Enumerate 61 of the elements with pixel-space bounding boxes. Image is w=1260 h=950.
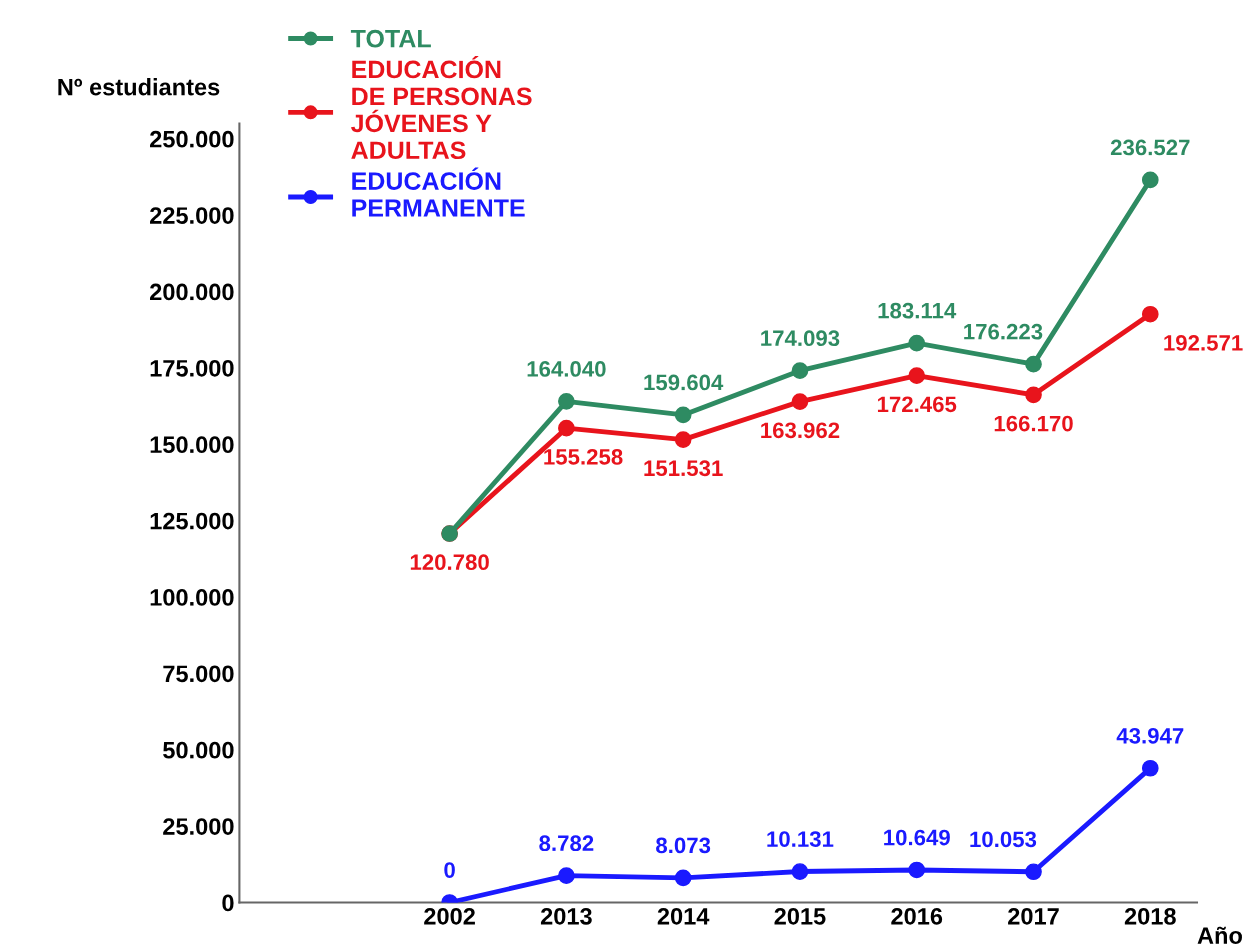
y-tick-label: 225.000 — [150, 207, 234, 224]
y-tick-label: 75.000 — [163, 665, 234, 683]
data-label: 166.170 — [994, 415, 1073, 432]
data-label: 151.531 — [644, 460, 723, 477]
point — [1141, 759, 1159, 777]
data-label: 0 — [444, 862, 455, 878]
y-tick-label: 50.000 — [163, 741, 234, 759]
point — [791, 393, 809, 410]
data-label: 164.040 — [527, 361, 606, 377]
point — [791, 362, 809, 379]
y-tick-label: 0 — [222, 894, 234, 912]
point — [1025, 355, 1042, 373]
x-tick-label: 2017 — [1008, 907, 1059, 925]
data-label: 8.782 — [539, 835, 594, 852]
x-tick-label: 2018 — [1124, 907, 1176, 925]
y-tick-label: 200.000 — [150, 283, 234, 301]
data-label: 176.223 — [964, 323, 1043, 340]
data-label: 155.258 — [544, 448, 623, 465]
data-label: 163.962 — [761, 422, 840, 439]
point — [1025, 863, 1042, 881]
x-tick-label: 2013 — [540, 907, 592, 925]
data-label: 10.131 — [767, 831, 834, 847]
data-label: 174.093 — [761, 330, 840, 347]
point — [1141, 305, 1159, 323]
data-label: 192.571 — [1164, 335, 1243, 351]
legend-label: EDUCACIÓN DE PERSONAS JÓVENES Y ADULTAS — [351, 55, 532, 160]
point — [674, 869, 692, 887]
point — [558, 867, 575, 885]
data-label: 159.604 — [644, 374, 724, 391]
data-label: 183.114 — [878, 302, 957, 319]
y-tick-label: 100.000 — [150, 589, 234, 606]
data-label: 172.465 — [877, 396, 957, 413]
point — [908, 367, 926, 384]
y-axis-title: Nº estudiantes — [58, 78, 220, 96]
point — [908, 334, 926, 352]
x-axis-title: Año — [1197, 926, 1242, 944]
data-label: 236.527 — [1110, 139, 1190, 156]
point — [1025, 386, 1042, 404]
point — [674, 431, 692, 448]
y-tick-label: 150.000 — [150, 436, 234, 454]
x-tick-label: 2015 — [774, 907, 826, 925]
point — [908, 861, 926, 879]
legend-label: EDUCACIÓN PERMANENTE — [352, 167, 525, 217]
y-tick-label: 250.000 — [150, 130, 234, 148]
legend-label: TOTAL — [350, 29, 431, 48]
x-tick-label: 2014 — [657, 907, 710, 925]
x-tick-label: 2016 — [891, 907, 943, 925]
point — [674, 406, 692, 424]
data-label: 120.780 — [410, 554, 489, 571]
data-label: 8.073 — [656, 837, 711, 854]
point — [1141, 171, 1159, 189]
point — [791, 863, 809, 880]
data-label: 10.649 — [884, 829, 950, 846]
x-tick-label: 2002 — [424, 907, 475, 925]
point — [558, 419, 575, 437]
data-label: 43.947 — [1116, 727, 1184, 744]
data-label: 10.053 — [970, 831, 1037, 848]
point — [558, 393, 575, 410]
y-tick-label: 125.000 — [150, 512, 234, 530]
y-tick-label: 25.000 — [163, 818, 234, 835]
y-tick-label: 175.000 — [150, 359, 234, 377]
